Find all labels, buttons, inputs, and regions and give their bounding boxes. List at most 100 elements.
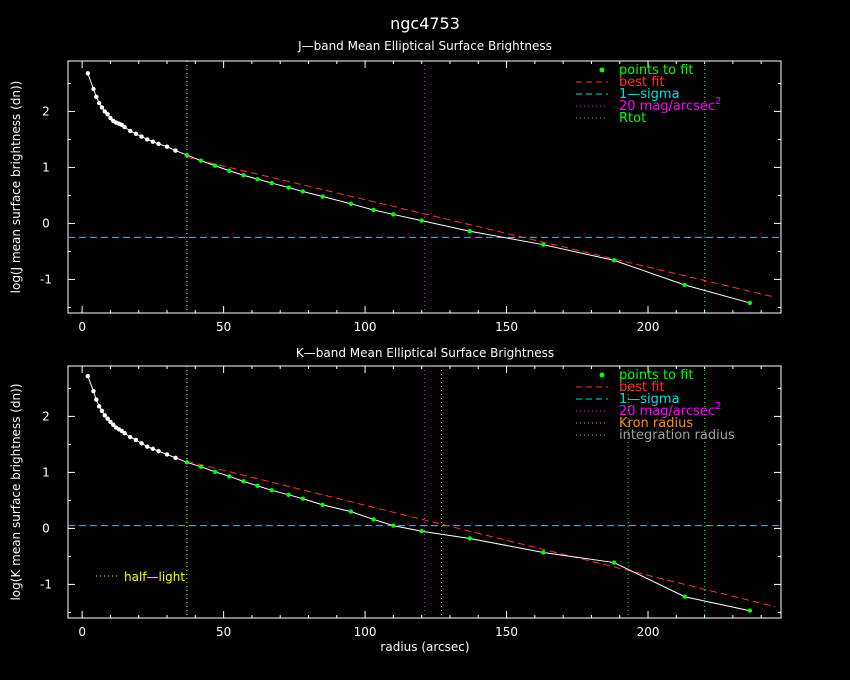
x-tick-label: 0: [78, 320, 86, 334]
profile-point: [105, 416, 110, 421]
fit-point: [320, 502, 325, 508]
fit-point: [255, 176, 260, 182]
fit-point: [467, 229, 472, 234]
y-tick-label: 0: [42, 521, 50, 535]
fit-point: [212, 163, 218, 168]
panel-title: J—band Mean Elliptical Surface Brightnes…: [297, 39, 552, 53]
fit-point: [348, 509, 354, 514]
fit-point: [682, 594, 688, 599]
fit-point: [198, 464, 204, 469]
legend-swatch: [599, 372, 605, 378]
profile-point: [128, 434, 133, 440]
y-tick-label: 0: [42, 216, 50, 230]
legend-label: 20 mag/arcsec2: [619, 96, 721, 114]
fit-point: [227, 474, 232, 479]
legend-label: best fit: [619, 380, 665, 395]
fit-point: [286, 492, 291, 497]
fit-point: [184, 152, 190, 158]
legend-label: 20 mag/arcsec2: [619, 401, 721, 419]
x-tick-label: 150: [495, 320, 518, 334]
panel-title: K—band Mean Elliptical Surface Brightnes…: [296, 346, 554, 360]
fit-point: [541, 550, 546, 555]
profile-point: [91, 86, 96, 92]
profile-point: [102, 109, 107, 114]
y-tick-label: -1: [40, 272, 52, 286]
profile-point: [108, 115, 113, 121]
profile-point: [85, 71, 91, 76]
x-tick-label: 200: [637, 625, 660, 639]
figure-title: ngc4753: [390, 14, 460, 33]
profile-point: [96, 100, 102, 106]
x-tick-label: 150: [495, 625, 518, 639]
profile-point: [139, 134, 144, 139]
x-tick-label: 50: [216, 320, 231, 334]
fit-point: [198, 158, 204, 163]
y-tick-label: 2: [42, 409, 50, 423]
y-tick-label: -1: [40, 577, 52, 591]
fit-point: [747, 300, 753, 306]
fit-point: [391, 523, 396, 528]
profile-point: [150, 446, 156, 452]
fit-point: [611, 560, 617, 565]
profile-point: [99, 105, 105, 110]
fit-point: [611, 258, 617, 263]
fit-point: [371, 207, 376, 213]
profile-line: [87, 73, 751, 304]
fit-point: [212, 469, 218, 475]
profile-point: [96, 404, 102, 409]
profile-point: [145, 137, 150, 142]
profile-point: [173, 455, 178, 461]
profile-point: [164, 452, 170, 457]
profile-point: [133, 437, 139, 443]
legend-label: points to fit: [619, 368, 694, 383]
profile-point: [133, 131, 139, 136]
best-fit-line: [186, 156, 776, 298]
best-fit-line: [186, 460, 776, 608]
fit-point: [419, 218, 424, 223]
fit-point: [300, 496, 306, 501]
profile-point: [99, 408, 105, 413]
k-band-panel: K—band Mean Elliptical Surface Brightnes…: [9, 346, 782, 639]
profile-point: [156, 141, 161, 147]
legend-label: Rtot: [619, 111, 646, 126]
fit-point: [391, 212, 396, 217]
profile-point: [173, 148, 178, 153]
fit-point: [184, 460, 190, 465]
x-tick-label: 100: [354, 625, 377, 639]
profile-point: [122, 431, 127, 436]
fit-point: [541, 242, 546, 247]
profile-point: [111, 422, 116, 427]
profile-point: [94, 397, 99, 402]
x-tick-label: 200: [637, 320, 660, 334]
fit-point: [467, 536, 472, 541]
half-light-label: half—light: [124, 570, 185, 584]
legend-label: 1—sigma: [619, 87, 680, 102]
profile-point: [94, 94, 99, 100]
fit-point: [286, 185, 291, 190]
profile-point: [150, 139, 156, 144]
fit-point: [241, 173, 246, 178]
fit-point: [241, 479, 246, 484]
y-tick-label: 1: [42, 160, 50, 174]
profile-point: [156, 448, 161, 454]
legend-swatch: [599, 67, 605, 73]
profile-point: [85, 373, 91, 379]
profile-point: [108, 419, 113, 425]
legend-label: points to fit: [619, 63, 694, 78]
y-axis-label: log(K mean surface brightness (dn)): [9, 383, 23, 600]
fit-point: [269, 488, 274, 493]
legend-label: best fit: [619, 75, 665, 90]
fit-point: [371, 517, 376, 522]
fit-point: [300, 189, 306, 194]
fit-point: [747, 608, 753, 613]
fit-point: [227, 168, 232, 173]
fit-point: [682, 282, 688, 288]
fit-point: [320, 194, 325, 199]
profile-point: [139, 441, 144, 446]
legend-label-superscript: 2: [715, 401, 721, 412]
profile-point: [105, 112, 110, 117]
fit-point: [269, 180, 274, 186]
y-axis-label: log(J mean surface brightness (dn)): [9, 81, 23, 294]
legend-label: 1—sigma: [619, 392, 680, 407]
